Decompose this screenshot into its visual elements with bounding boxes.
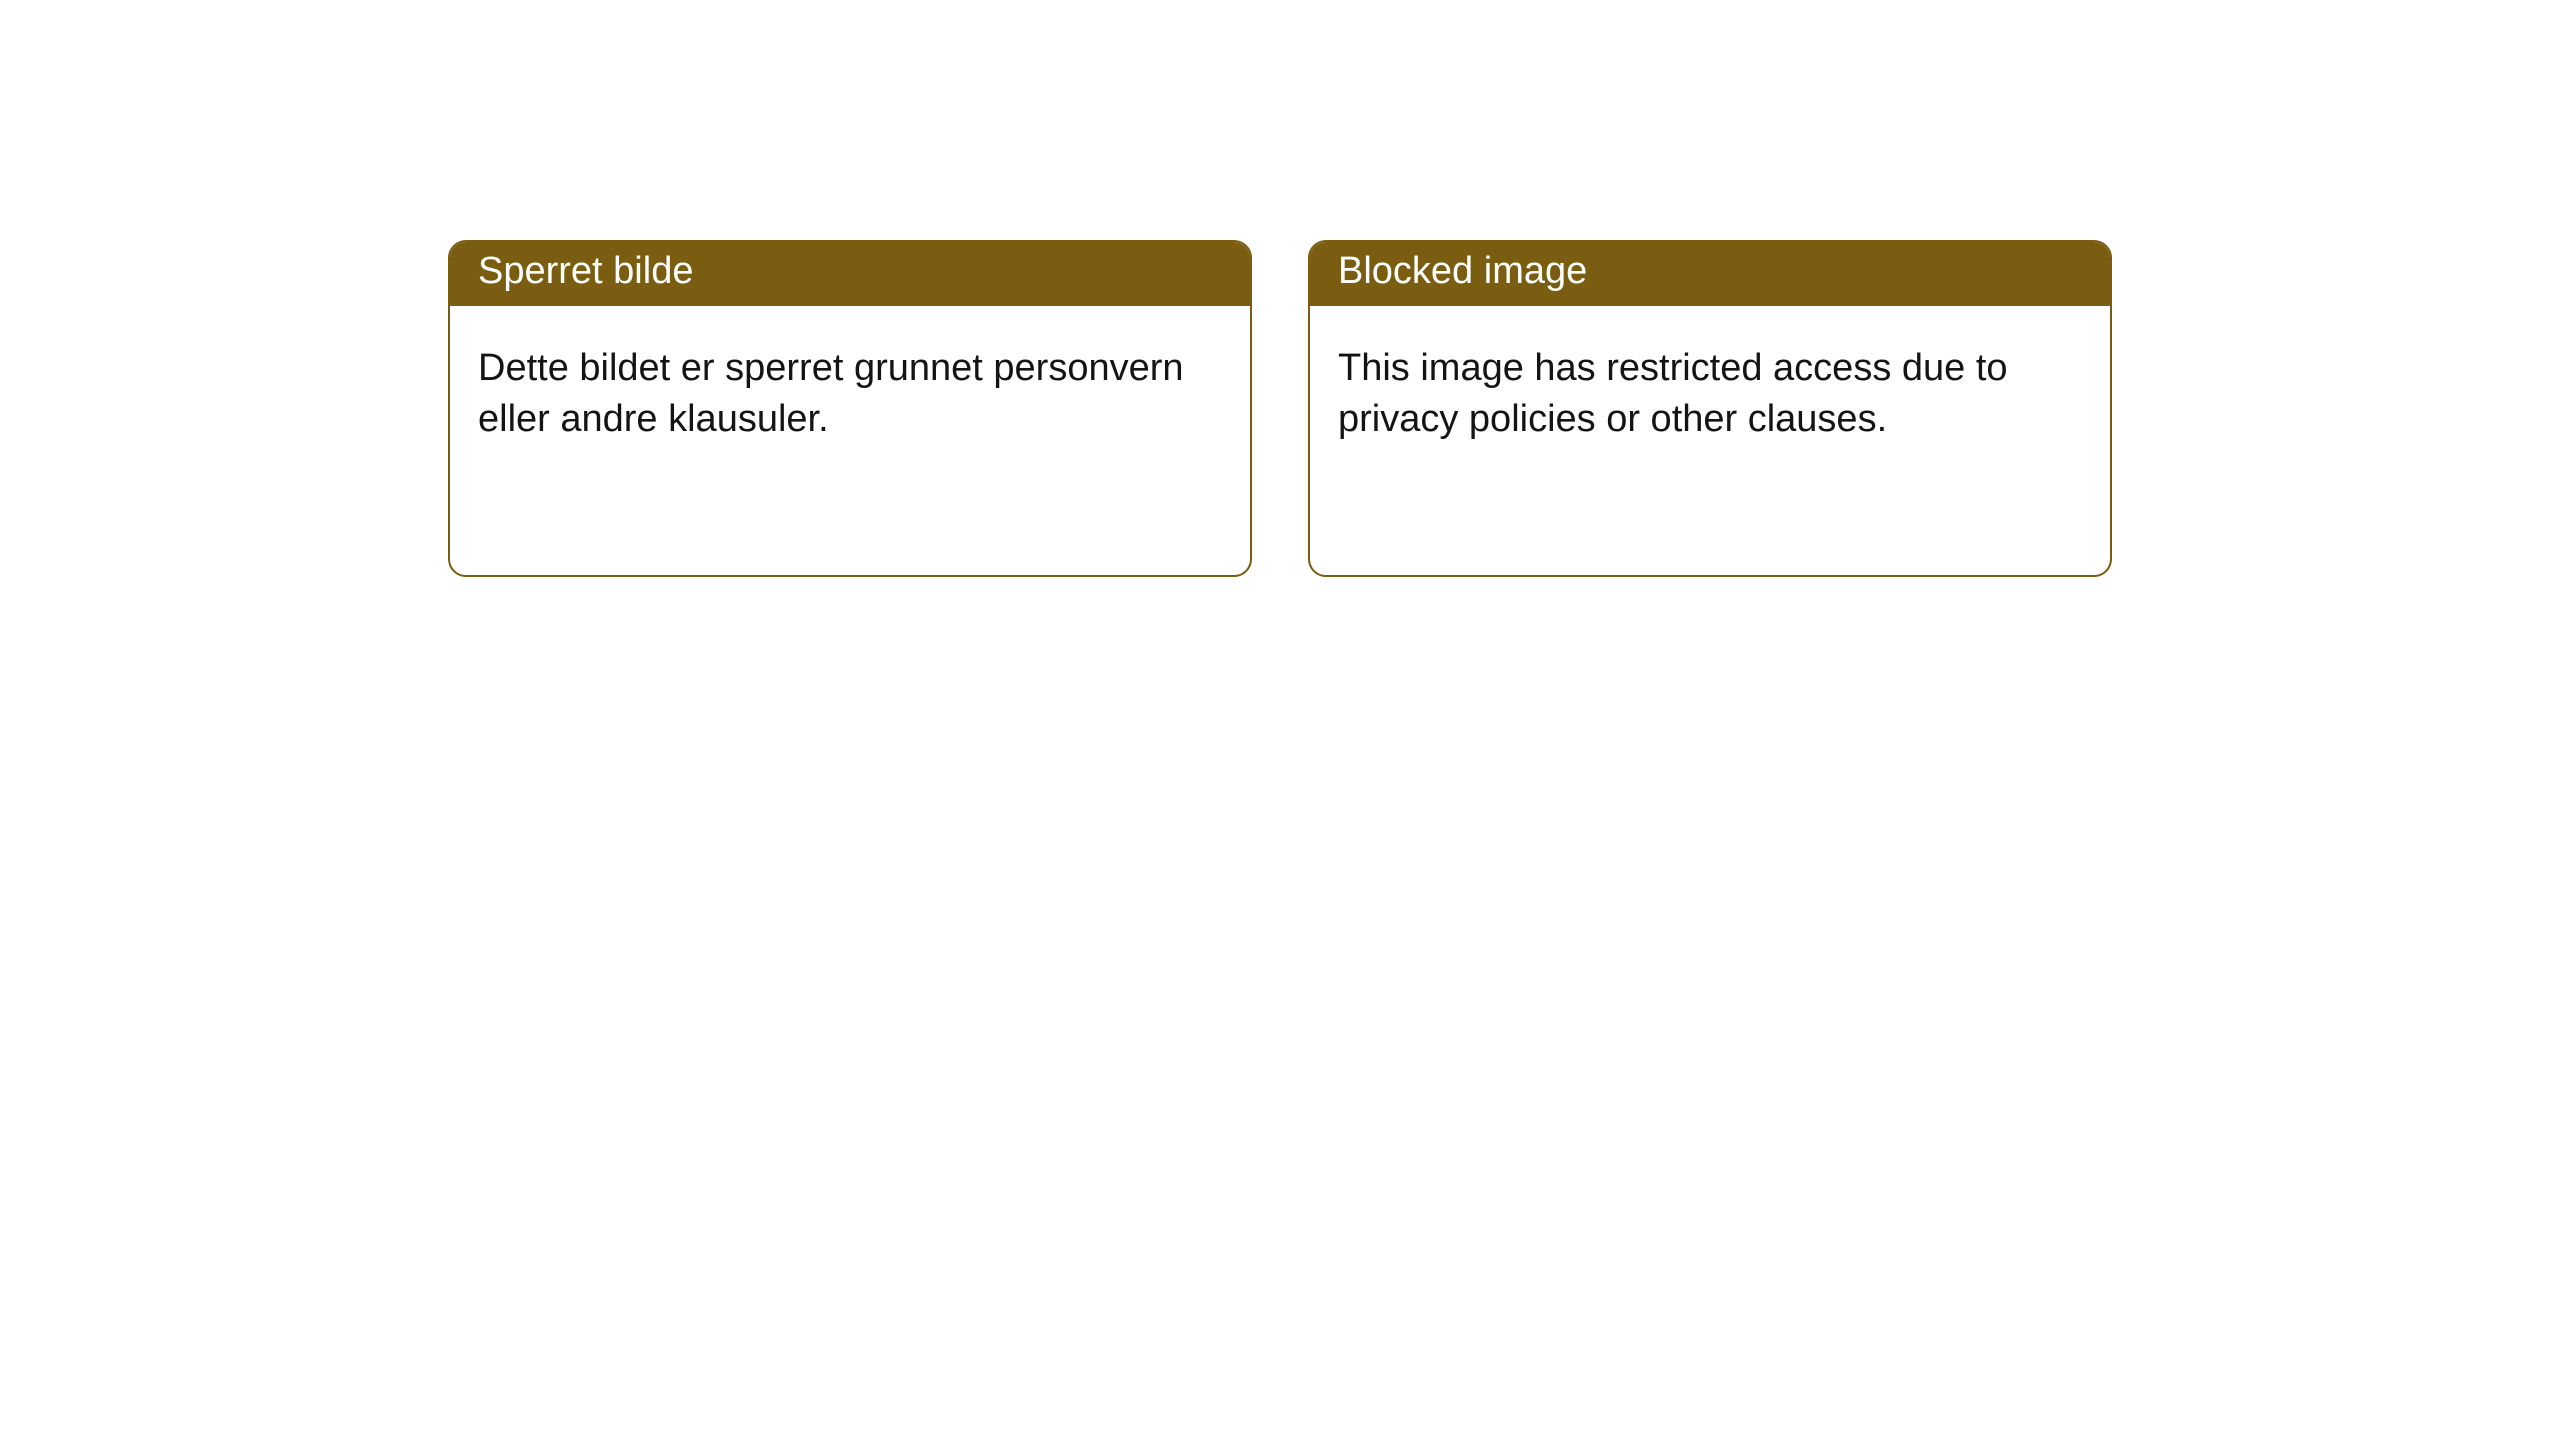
notice-card-body: This image has restricted access due to … — [1310, 306, 2110, 474]
notice-card-header: Blocked image — [1310, 242, 2110, 306]
notice-card-header: Sperret bilde — [450, 242, 1250, 306]
notice-card-norwegian: Sperret bilde Dette bildet er sperret gr… — [448, 240, 1252, 577]
notice-card-english: Blocked image This image has restricted … — [1308, 240, 2112, 577]
notice-container: Sperret bilde Dette bildet er sperret gr… — [0, 0, 2560, 577]
notice-card-body: Dette bildet er sperret grunnet personve… — [450, 306, 1250, 474]
